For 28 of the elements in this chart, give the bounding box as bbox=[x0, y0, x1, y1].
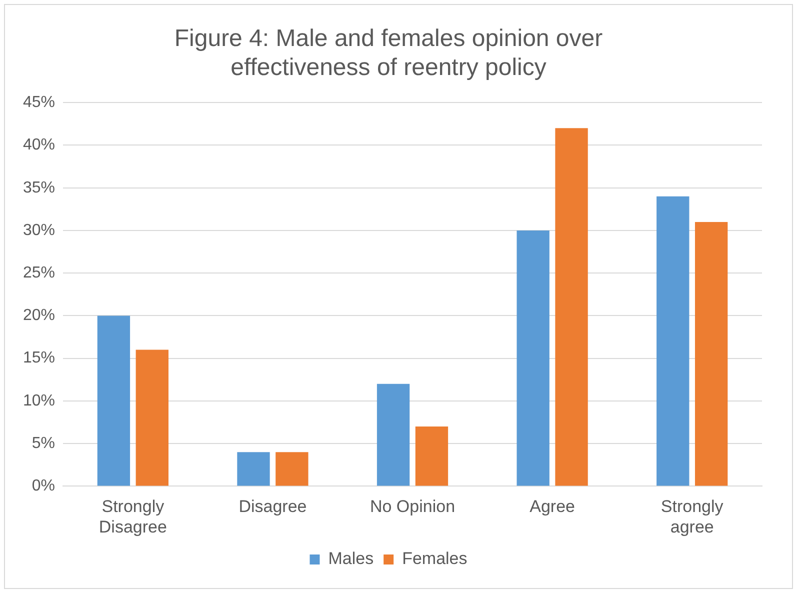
y-tick-label: 0% bbox=[32, 478, 56, 495]
x-tick-label: Disagree bbox=[238, 497, 307, 516]
bar bbox=[97, 316, 130, 486]
bar bbox=[415, 426, 448, 486]
bar bbox=[555, 128, 588, 486]
y-tick-label: 45% bbox=[22, 94, 56, 112]
bar bbox=[237, 452, 270, 486]
y-tick-label: 40% bbox=[22, 136, 56, 154]
bar bbox=[136, 350, 168, 486]
chart-title: Figure 4: Male and females opinion over effectiveness of reentry policy bbox=[174, 25, 603, 81]
y-tick-label: 5% bbox=[32, 434, 56, 452]
y-tick-label: 20% bbox=[22, 307, 56, 324]
x-tick-label: Agree bbox=[530, 497, 575, 516]
bar bbox=[276, 452, 308, 486]
y-tick-label: 25% bbox=[22, 264, 56, 282]
x-tick-label: Strongly Disagree bbox=[98, 497, 167, 536]
bar bbox=[656, 196, 690, 486]
bar bbox=[694, 222, 728, 486]
y-tick-label: 15% bbox=[22, 350, 56, 367]
legend-label: Females bbox=[402, 549, 468, 568]
y-tick-label: 35% bbox=[22, 179, 56, 196]
x-tick-label: No Opinion bbox=[370, 497, 456, 516]
bar bbox=[516, 230, 550, 486]
y-tick-label: 10% bbox=[22, 392, 56, 410]
y-tick-label: 30% bbox=[22, 222, 56, 239]
x-tick-label: Strongly agree bbox=[660, 497, 724, 536]
bar bbox=[376, 384, 410, 486]
legend-label: Males bbox=[328, 549, 374, 568]
